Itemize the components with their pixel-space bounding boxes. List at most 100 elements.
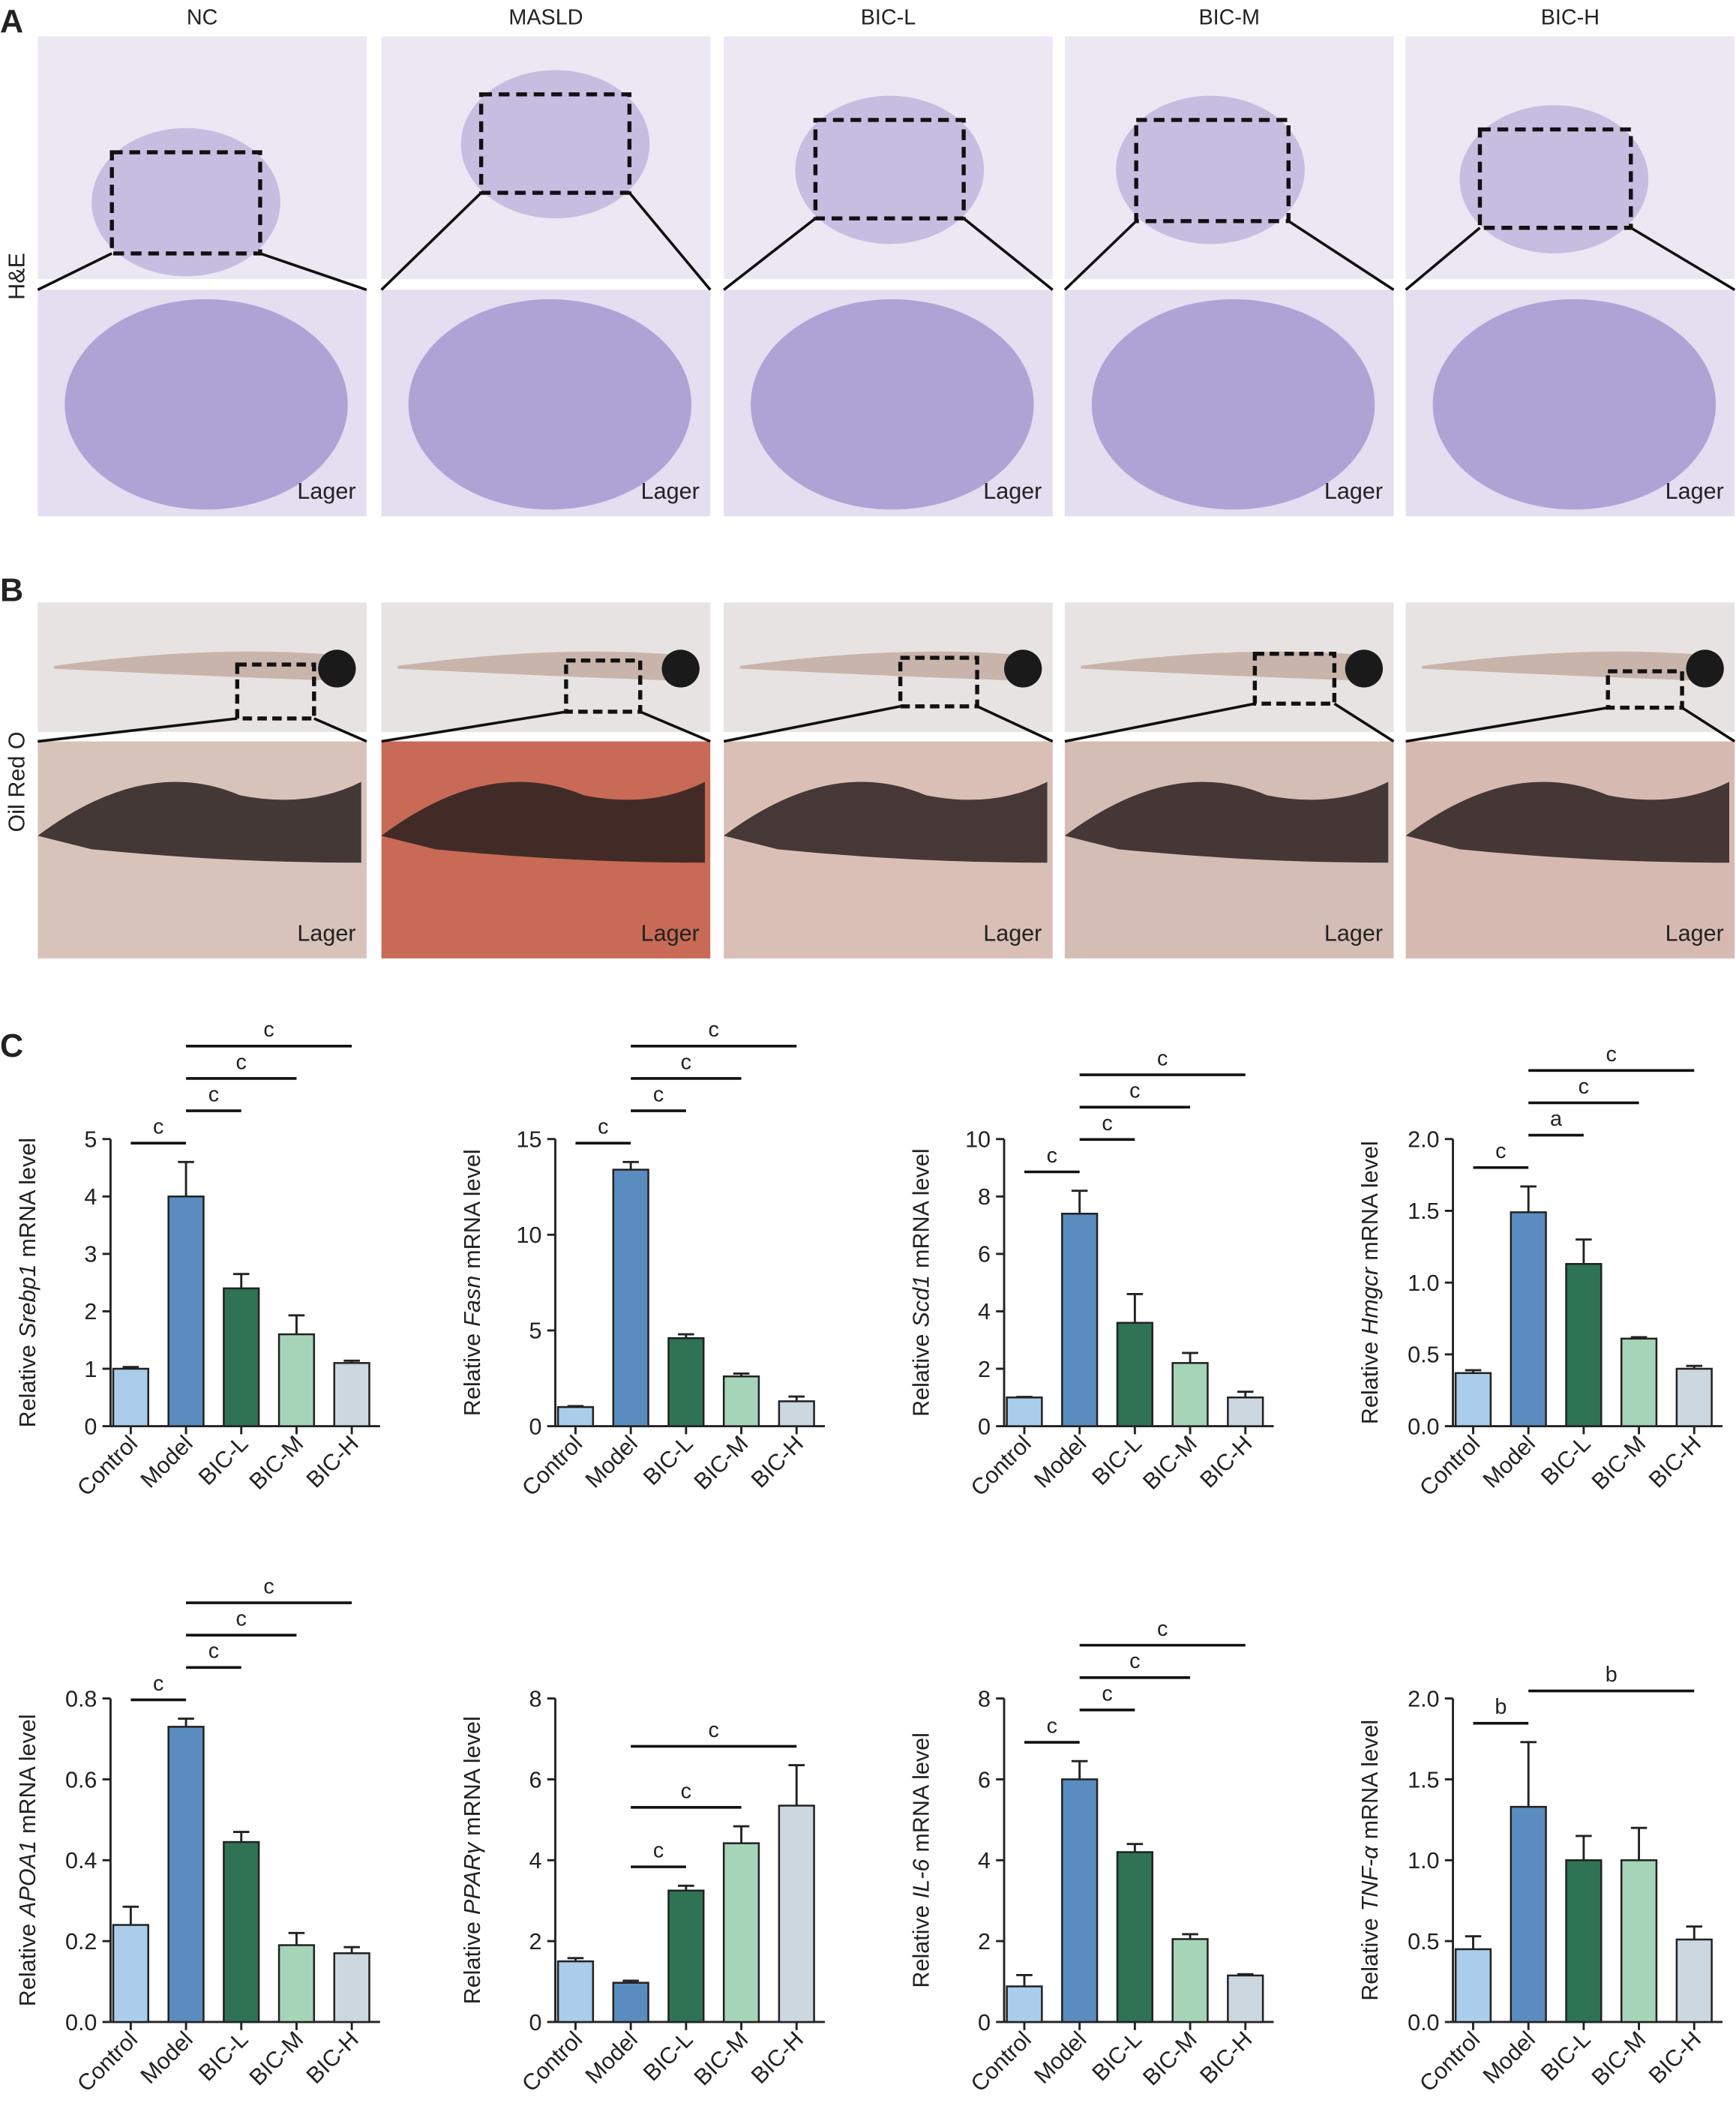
error-bar <box>1237 1972 1254 1976</box>
bar <box>223 1287 260 1427</box>
y-tick-label: 8 <box>529 1686 542 1712</box>
x-tick-label: Control <box>72 2026 142 2097</box>
y-axis-label-part: Relative <box>1357 1918 1383 2000</box>
y-tick-label: 0.2 <box>65 1929 97 1954</box>
significance-label: c <box>1579 1075 1589 1099</box>
y-tick-label: 0.0 <box>1408 1414 1439 1439</box>
y-tick-label: 2 <box>529 1929 542 1954</box>
y-tick-label: 6 <box>529 1767 542 1792</box>
column-label: BIC-M <box>1198 5 1259 29</box>
significance-label: c <box>1047 1144 1057 1168</box>
significance-label: c <box>709 1018 719 1042</box>
bar <box>223 1840 260 2024</box>
zoom-line <box>723 217 817 291</box>
zoom-line <box>313 717 367 743</box>
error-bar <box>178 1718 194 1727</box>
zoom-line <box>1064 702 1255 743</box>
x-tick-label: BIC-H <box>301 2026 364 2089</box>
y-axis-label: Relative PPARγ mRNA level <box>460 1716 485 2004</box>
error-bar <box>1182 1352 1198 1364</box>
significance-label: c <box>1129 1079 1140 1103</box>
significance-label: c <box>263 1018 274 1042</box>
y-axis-label-part: IL-6 <box>908 1859 934 1899</box>
error-bar <box>288 1931 305 1946</box>
bar <box>612 1982 649 2024</box>
liver <box>1064 782 1389 863</box>
error-bar <box>1182 1933 1198 1940</box>
y-axis-label-part: Relative <box>15 1345 40 1427</box>
x-tick-label: BIC-M <box>1138 1431 1202 1495</box>
significance-label: c <box>1606 1042 1617 1066</box>
tissue <box>91 128 280 277</box>
bar <box>1454 1372 1492 1427</box>
bar <box>112 1924 149 2024</box>
significance-label: c <box>653 1839 664 1863</box>
zoom-line <box>962 217 1054 291</box>
larva <box>1422 651 1705 681</box>
y-axis-label-part: Relative <box>908 1905 934 1988</box>
larva-eye <box>661 650 700 688</box>
bar <box>778 1400 815 1427</box>
zoom-box <box>478 92 632 195</box>
y-tick-label: 5 <box>529 1318 542 1344</box>
y-tick-label: 2.0 <box>1408 1686 1439 1712</box>
bar <box>1454 1948 1492 2024</box>
liver <box>724 782 1048 863</box>
significance-label: c <box>653 1082 664 1106</box>
x-tick-label: Control <box>1415 2026 1486 2097</box>
column-label: BIC-L <box>861 5 916 29</box>
y-tick-label: 3 <box>84 1242 97 1268</box>
x-tick-label: BIC-L <box>193 2026 253 2086</box>
zoom-line <box>628 191 712 291</box>
y-axis-label-part: APOA1 <box>15 1840 40 1918</box>
column-label: BIC-H <box>1541 5 1600 29</box>
panel-label: B <box>0 573 23 609</box>
larva <box>53 651 337 681</box>
y-axis-label: Relative TNF-α mRNA level <box>1357 1720 1383 2001</box>
x-tick-label: BIC-L <box>1087 1431 1147 1490</box>
y-tick-label: 6 <box>978 1242 991 1268</box>
bar <box>1675 1367 1713 1427</box>
zoom-line <box>1405 226 1481 291</box>
bar <box>1227 1396 1264 1427</box>
x-tick-label: Control <box>966 2026 1036 2097</box>
zoom-box <box>898 656 979 709</box>
error-bar <box>1126 1293 1144 1323</box>
bar <box>167 1726 205 2024</box>
error-bar <box>232 1273 250 1288</box>
zoom-label: Lager <box>1324 478 1383 504</box>
error-bar <box>288 1314 305 1335</box>
x-tick-label: BIC-H <box>746 2026 808 2089</box>
bar <box>1171 1362 1209 1427</box>
zoom-line <box>640 710 711 743</box>
tissue <box>1432 299 1717 510</box>
significance-label: c <box>681 1779 691 1803</box>
x-tick-label: BIC-H <box>1195 1431 1258 1493</box>
y-tick-label: 2 <box>84 1299 97 1324</box>
y-axis-label-part: Scd1 <box>908 1275 934 1328</box>
error-bar <box>1016 1974 1033 1987</box>
y-tick-label: 4 <box>978 1299 991 1324</box>
error-bar <box>1071 1760 1088 1780</box>
y-axis-label-part: mRNA level <box>1357 1141 1383 1261</box>
zoom-box <box>813 118 966 220</box>
y-axis-label-part: Relative <box>1357 1342 1383 1424</box>
x-tick-label: Model <box>136 2026 198 2089</box>
y-tick-label: 0.6 <box>65 1767 97 1792</box>
larva-eye <box>1686 650 1724 688</box>
x-tick-label: BIC-L <box>638 2026 697 2086</box>
larva <box>397 651 681 681</box>
y-tick-label: 4 <box>84 1184 97 1210</box>
y-tick-label: 5 <box>84 1127 97 1153</box>
y-tick-label: 8 <box>978 1184 991 1210</box>
significance-label: c <box>1495 1139 1506 1163</box>
tissue <box>64 299 348 510</box>
y-tick-label: 2 <box>978 1357 991 1382</box>
bar <box>333 1362 370 1427</box>
x-tick-label: BIC-M <box>1587 2026 1651 2090</box>
bar <box>1227 1974 1264 2024</box>
y-tick-label: 0.5 <box>1408 1929 1439 1954</box>
y-tick-label: 0 <box>978 1414 991 1439</box>
error-bar <box>343 1359 360 1364</box>
error-bar <box>678 1333 694 1339</box>
